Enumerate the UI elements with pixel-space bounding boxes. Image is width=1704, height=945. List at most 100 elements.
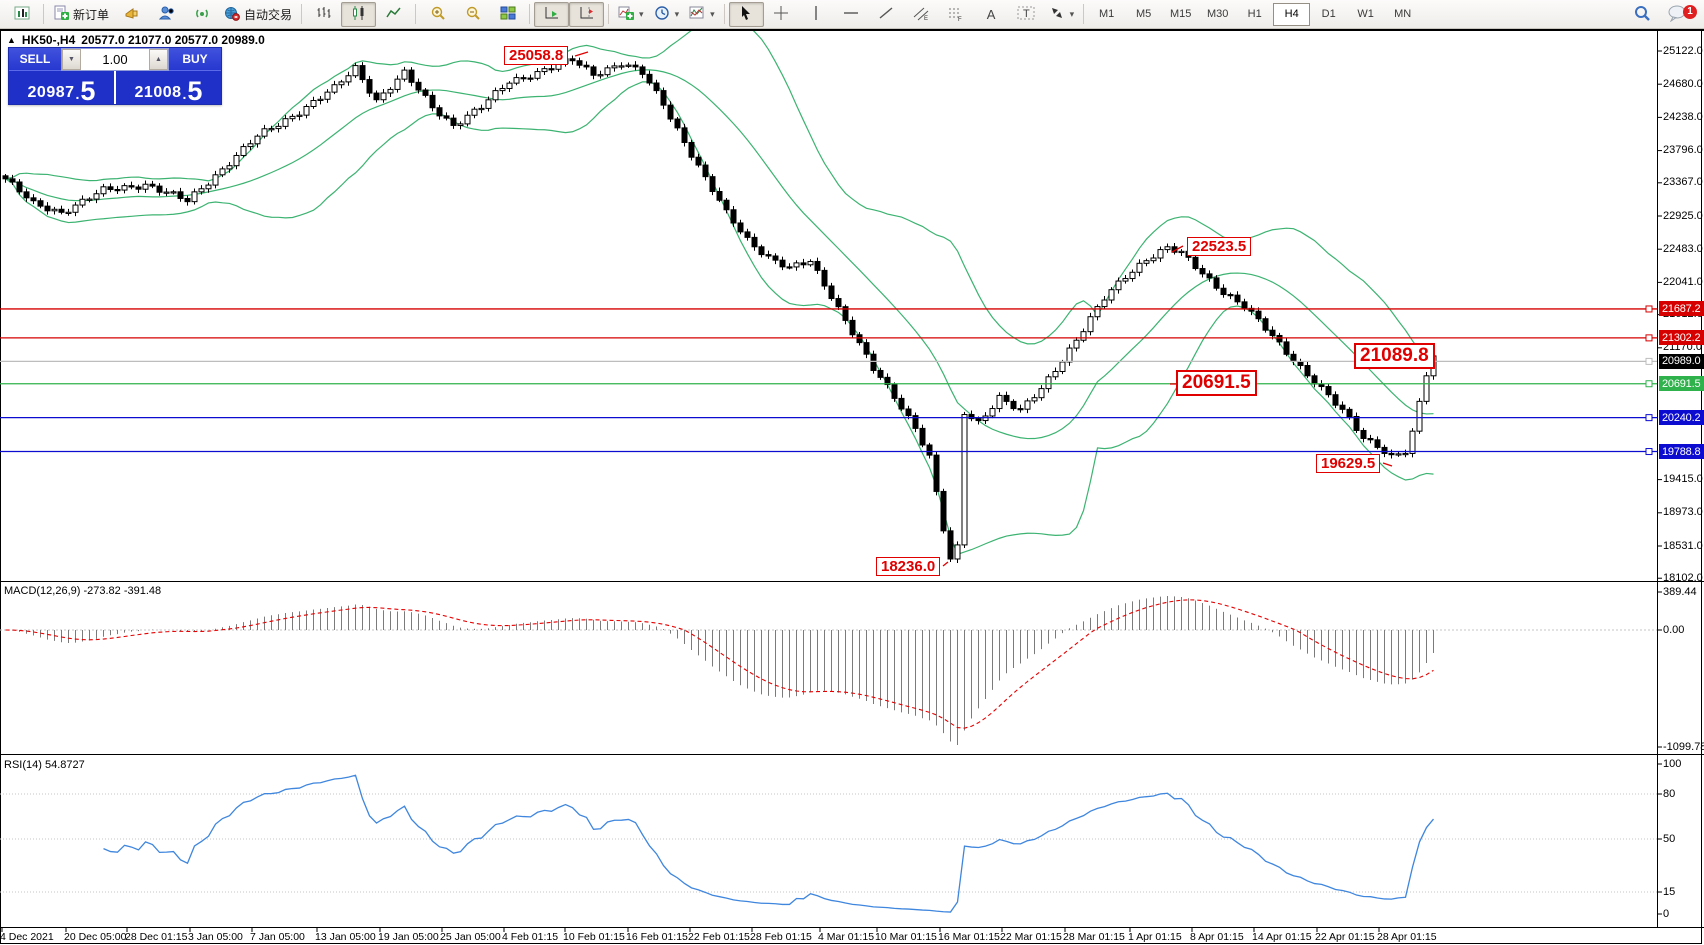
zoom-out-button[interactable] bbox=[455, 2, 490, 27]
price-line-anchor[interactable] bbox=[1645, 334, 1653, 342]
line-chart-button[interactable] bbox=[376, 2, 411, 27]
clock-icon bbox=[654, 5, 670, 24]
price-line-anchor[interactable] bbox=[1645, 414, 1653, 422]
community-icon bbox=[158, 5, 175, 24]
sell-price[interactable]: 20987 . 5 bbox=[9, 71, 116, 106]
horizontal-line-tool-button[interactable] bbox=[834, 2, 869, 27]
sell-price-frac: 5 bbox=[80, 76, 96, 106]
signals-button[interactable] bbox=[184, 2, 219, 27]
autotrading-button[interactable]: 自动交易 bbox=[219, 2, 297, 27]
volume-widget: ▼ 1.00 ▲ bbox=[61, 48, 169, 71]
text-tool-button[interactable]: A bbox=[974, 2, 1009, 27]
trendline-tool-button[interactable] bbox=[869, 2, 904, 27]
price-tag-20240.2[interactable]: 20240.2 bbox=[1659, 410, 1704, 426]
rsi-indicator[interactable] bbox=[103, 774, 1435, 913]
megaphone-icon bbox=[124, 5, 140, 24]
candlestick-series[interactable] bbox=[2, 55, 1437, 563]
volume-decrease-button[interactable]: ▼ bbox=[62, 49, 81, 70]
buy-price-main: 21008 bbox=[134, 84, 182, 101]
timeframe-M30[interactable]: M30 bbox=[1206, 8, 1229, 20]
x-axis-tick: 10 Mar 01:15 bbox=[875, 931, 937, 943]
templates-caret-icon: ▾ bbox=[710, 8, 715, 19]
signals-icon bbox=[194, 5, 210, 24]
price-tag-20691.5[interactable]: 20691.5 bbox=[1659, 376, 1704, 392]
autotrading-label: 自动交易 bbox=[244, 7, 293, 22]
price-tag-20989.0[interactable]: 20989.0 bbox=[1659, 353, 1704, 369]
chart-shift-button[interactable] bbox=[569, 1, 605, 27]
macd-indicator[interactable] bbox=[5, 596, 1434, 745]
templates-button[interactable]: ▾ bbox=[684, 2, 720, 27]
new-order-button[interactable]: 新订单 bbox=[48, 2, 114, 27]
timeframe-H4[interactable]: H4 bbox=[1273, 2, 1311, 26]
new-chart-button[interactable] bbox=[4, 2, 39, 27]
fibonacci-tool-button[interactable]: F bbox=[939, 2, 974, 27]
timeframe-D1[interactable]: D1 bbox=[1321, 8, 1336, 20]
x-axis-tick: 3 Jan 05:00 bbox=[188, 931, 243, 943]
annotation-connector bbox=[1382, 462, 1393, 467]
chart-annotation-18236.0[interactable]: 18236.0 bbox=[876, 557, 941, 576]
chart-window bbox=[0, 29, 1702, 944]
periods-button[interactable]: ▾ bbox=[649, 2, 685, 27]
buy-price[interactable]: 21008 . 5 bbox=[116, 71, 221, 105]
chart-annotation-22523.5[interactable]: 22523.5 bbox=[1187, 237, 1252, 256]
y-axis-tick: 23796.0 bbox=[1663, 144, 1703, 157]
timeframe-MN[interactable]: MN bbox=[1394, 8, 1412, 20]
timeframe-H1[interactable]: H1 bbox=[1247, 8, 1262, 20]
price-tag-19788.8[interactable]: 19788.8 bbox=[1659, 444, 1704, 460]
vertical-line-tool-button[interactable] bbox=[799, 2, 834, 27]
x-axis-tick: 4 Mar 01:15 bbox=[818, 931, 875, 943]
volume-increase-button[interactable]: ▲ bbox=[149, 49, 168, 70]
candlestick-chart-button[interactable] bbox=[341, 1, 377, 27]
crosshair-icon bbox=[773, 5, 789, 24]
market-watch-button[interactable] bbox=[114, 2, 149, 27]
channel-icon: E bbox=[913, 5, 929, 24]
x-axis-tick: 28 Mar 01:15 bbox=[1063, 931, 1125, 943]
timeframe-M1[interactable]: M1 bbox=[1099, 8, 1115, 20]
price-line-anchor[interactable] bbox=[1645, 380, 1653, 388]
volume-input[interactable]: 1.00 bbox=[102, 52, 128, 67]
buy-button[interactable]: BUY bbox=[169, 48, 221, 71]
timeframe-M5[interactable]: M5 bbox=[1136, 8, 1152, 20]
chart-annotation-19629.5[interactable]: 19629.5 bbox=[1316, 454, 1381, 473]
price-line-anchor[interactable] bbox=[1645, 448, 1653, 456]
y-axis-tick: 18102.0 bbox=[1663, 571, 1703, 584]
arrows-icon bbox=[1049, 5, 1065, 24]
toolbar-separator bbox=[608, 4, 610, 24]
toolbar-separator bbox=[723, 4, 725, 24]
price-tag-21687.2[interactable]: 21687.2 bbox=[1659, 301, 1704, 317]
auto-scroll-button[interactable] bbox=[534, 1, 570, 27]
x-axis-tick: 4 Dec 2021 bbox=[0, 931, 54, 943]
bar-chart-button[interactable] bbox=[306, 2, 341, 27]
indicators-icon bbox=[618, 5, 635, 24]
indicators-button[interactable]: ▾ bbox=[613, 2, 649, 27]
zoom-in-button[interactable] bbox=[420, 2, 455, 27]
equidistant-channel-tool-button[interactable]: E bbox=[904, 2, 939, 27]
collapse-arrow-icon[interactable]: ▲ bbox=[7, 35, 16, 45]
main-toolbar: 新订单 自动交易 bbox=[0, 0, 1704, 29]
sell-button[interactable]: SELL bbox=[9, 48, 61, 71]
price-line-anchor[interactable] bbox=[1645, 357, 1653, 365]
tile-windows-button[interactable] bbox=[490, 2, 525, 27]
bar-chart-icon bbox=[316, 5, 332, 24]
text-label-tool-button[interactable]: T bbox=[1009, 2, 1044, 27]
timeframe-M15[interactable]: M15 bbox=[1169, 8, 1192, 20]
chat-button[interactable]: 1 bbox=[1659, 2, 1697, 27]
price-line-anchor[interactable] bbox=[1645, 305, 1653, 313]
chart-annotation-25058.8[interactable]: 25058.8 bbox=[504, 46, 569, 65]
chart-annotation-20691.5[interactable]: 20691.5 bbox=[1176, 370, 1257, 396]
price-tag-21302.2[interactable]: 21302.2 bbox=[1659, 330, 1704, 346]
search-button[interactable] bbox=[1624, 2, 1659, 27]
x-axis-tick: 25 Jan 05:00 bbox=[440, 931, 501, 943]
chart-annotation-21089.8[interactable]: 21089.8 bbox=[1354, 343, 1435, 369]
community-button[interactable] bbox=[149, 2, 184, 27]
x-axis-tick: 19 Jan 05:00 bbox=[378, 931, 439, 943]
toolbar-separator bbox=[1083, 4, 1085, 24]
y-axis-tick: 18531.0 bbox=[1663, 539, 1703, 552]
cursor-tool-button[interactable] bbox=[728, 1, 764, 27]
crosshair-tool-button[interactable] bbox=[764, 2, 799, 27]
timeframe-W1[interactable]: W1 bbox=[1357, 8, 1374, 20]
arrows-tool-button[interactable]: ▾ bbox=[1044, 2, 1080, 27]
line-chart-icon bbox=[385, 5, 402, 24]
horizontal-line-icon bbox=[843, 7, 859, 21]
